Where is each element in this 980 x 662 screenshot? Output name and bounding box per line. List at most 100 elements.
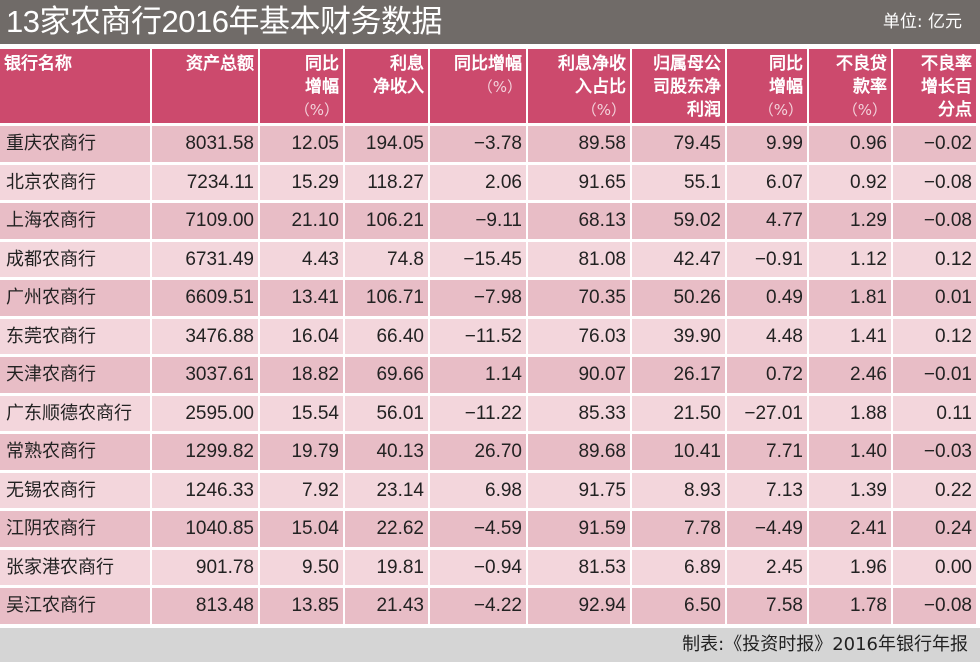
column-header-line: 利息 [390,54,424,74]
value-cell: 7109.00 [152,203,258,239]
value-cell: 1.78 [809,588,891,624]
bank-name-cell: 北京农商行 [0,164,150,200]
value-cell: −4.22 [430,588,526,624]
value-cell: 15.04 [260,511,343,547]
value-cell: −0.08 [893,203,976,239]
value-cell: 194.05 [345,126,428,162]
bank-name-cell: 东莞农商行 [0,318,150,354]
value-cell: 21.10 [260,203,343,239]
value-cell: −7.98 [430,280,526,316]
unit-label: 单位: 亿元 [882,12,962,32]
table-row: 广州农商行 6609.51 13.41 106.71 −7.98 70.35 50.26 0.… [0,280,976,316]
column-header: 同比增幅 （%） [260,49,343,123]
value-cell: 39.90 [632,318,725,354]
table-row: 无锡农商行 1246.33 7.92 23.14 6.98 91.75 8.93 7.13 1.… [0,472,976,508]
value-cell: 0.49 [727,280,807,316]
column-header: 归属母公 司股东净 利润 [632,49,725,123]
column-header: 银行名称 [0,49,150,123]
column-header-line: 利润 [687,100,721,120]
value-cell: 1299.82 [152,434,258,470]
value-cell: 1040.85 [152,511,258,547]
value-cell: −0.03 [893,434,976,470]
value-cell: 7.78 [632,511,725,547]
table-body: 重庆农商行 8031.58 12.05 194.05 −3.78 89.58 79.45 9.… [0,126,976,624]
percent-unit-label: （%） [758,101,803,119]
value-cell: 1.29 [809,203,891,239]
column-header-line: 不良率 [921,54,972,74]
column-header-line: 分点 [938,100,972,120]
column-header-line: 增长百 [921,77,972,97]
value-cell: 50.26 [632,280,725,316]
value-cell: 4.43 [260,241,343,277]
value-cell: 1.96 [809,549,891,585]
column-header-line: 利息净收 [558,54,626,74]
value-cell: −27.01 [727,395,807,431]
value-cell: −0.91 [727,241,807,277]
column-header: 同比增幅 （%） [727,49,807,123]
column-header-line: 增幅 [305,77,339,97]
value-cell: 6.50 [632,588,725,624]
value-cell: 68.13 [528,203,630,239]
value-cell: 26.17 [632,357,725,393]
value-cell: −0.08 [893,588,976,624]
value-cell: 1.40 [809,434,891,470]
bank-name-cell: 重庆农商行 [0,126,150,162]
value-cell: 0.00 [893,549,976,585]
bank-name-cell: 吴江农商行 [0,588,150,624]
value-cell: 106.71 [345,280,428,316]
value-cell: 21.43 [345,588,428,624]
percent-unit-label: （%） [581,101,626,119]
value-cell: 16.04 [260,318,343,354]
column-header-line: 净收入 [373,77,424,97]
value-cell: −9.11 [430,203,526,239]
value-cell: −0.94 [430,549,526,585]
value-cell: 6731.49 [152,241,258,277]
column-header-line: 不良贷 [836,54,887,74]
value-cell: 1.14 [430,357,526,393]
bank-name-cell: 无锡农商行 [0,472,150,508]
table-row: 常熟农商行 1299.82 19.79 40.13 26.70 89.68 10.41 7.7… [0,434,976,470]
value-cell: 26.70 [430,434,526,470]
column-header: 利息净收入 [345,49,428,123]
value-cell: 7.71 [727,434,807,470]
value-cell: 9.99 [727,126,807,162]
value-cell: 90.07 [528,357,630,393]
value-cell: 4.48 [727,318,807,354]
value-cell: 0.01 [893,280,976,316]
column-header-line: 司股东净 [653,77,721,97]
table-row: 北京农商行 7234.11 15.29 118.27 2.06 91.65 55.1 6.07… [0,164,976,200]
column-header: 不良率增长百分点 [893,49,976,123]
value-cell: 21.50 [632,395,725,431]
table-row: 上海农商行 7109.00 21.10 106.21 −9.11 68.13 59.02 4.… [0,203,976,239]
value-cell: 2.45 [727,549,807,585]
column-header-line: 同比 [769,54,803,74]
value-cell: 8.93 [632,472,725,508]
value-cell: 19.79 [260,434,343,470]
value-cell: 0.96 [809,126,891,162]
column-header: 利息净收 入占比 （%） [528,49,630,123]
table-row: 东莞农商行 3476.88 16.04 66.40 −11.52 76.03 39.90 4.… [0,318,976,354]
value-cell: 76.03 [528,318,630,354]
value-cell: 3476.88 [152,318,258,354]
column-header-line: 增幅 [769,77,803,97]
bank-name-cell: 江阴农商行 [0,511,150,547]
value-cell: 18.82 [260,357,343,393]
value-cell: 89.58 [528,126,630,162]
value-cell: 23.14 [345,472,428,508]
value-cell: −0.08 [893,164,976,200]
value-cell: −11.52 [430,318,526,354]
value-cell: −0.01 [893,357,976,393]
page-title: 13家农商行2016年基本财务数据 [6,4,442,39]
value-cell: −4.49 [727,511,807,547]
column-header-line: 同比 [305,54,339,74]
column-header: 资产总额 [152,49,258,123]
bank-name-cell: 常熟农商行 [0,434,150,470]
table-row: 吴江农商行 813.48 13.85 21.43 −4.22 92.94 6.50 7.58 1… [0,588,976,624]
header-row: 银行名称 资产总额 同比 增幅 （%） 利息 净收入 同比增幅 （%） 利息净收 入占比 （%） 归属母… [0,49,976,123]
value-cell: 70.35 [528,280,630,316]
value-cell: 0.72 [727,357,807,393]
value-cell: 59.02 [632,203,725,239]
value-cell: 1.39 [809,472,891,508]
value-cell: −4.59 [430,511,526,547]
value-cell: 22.62 [345,511,428,547]
